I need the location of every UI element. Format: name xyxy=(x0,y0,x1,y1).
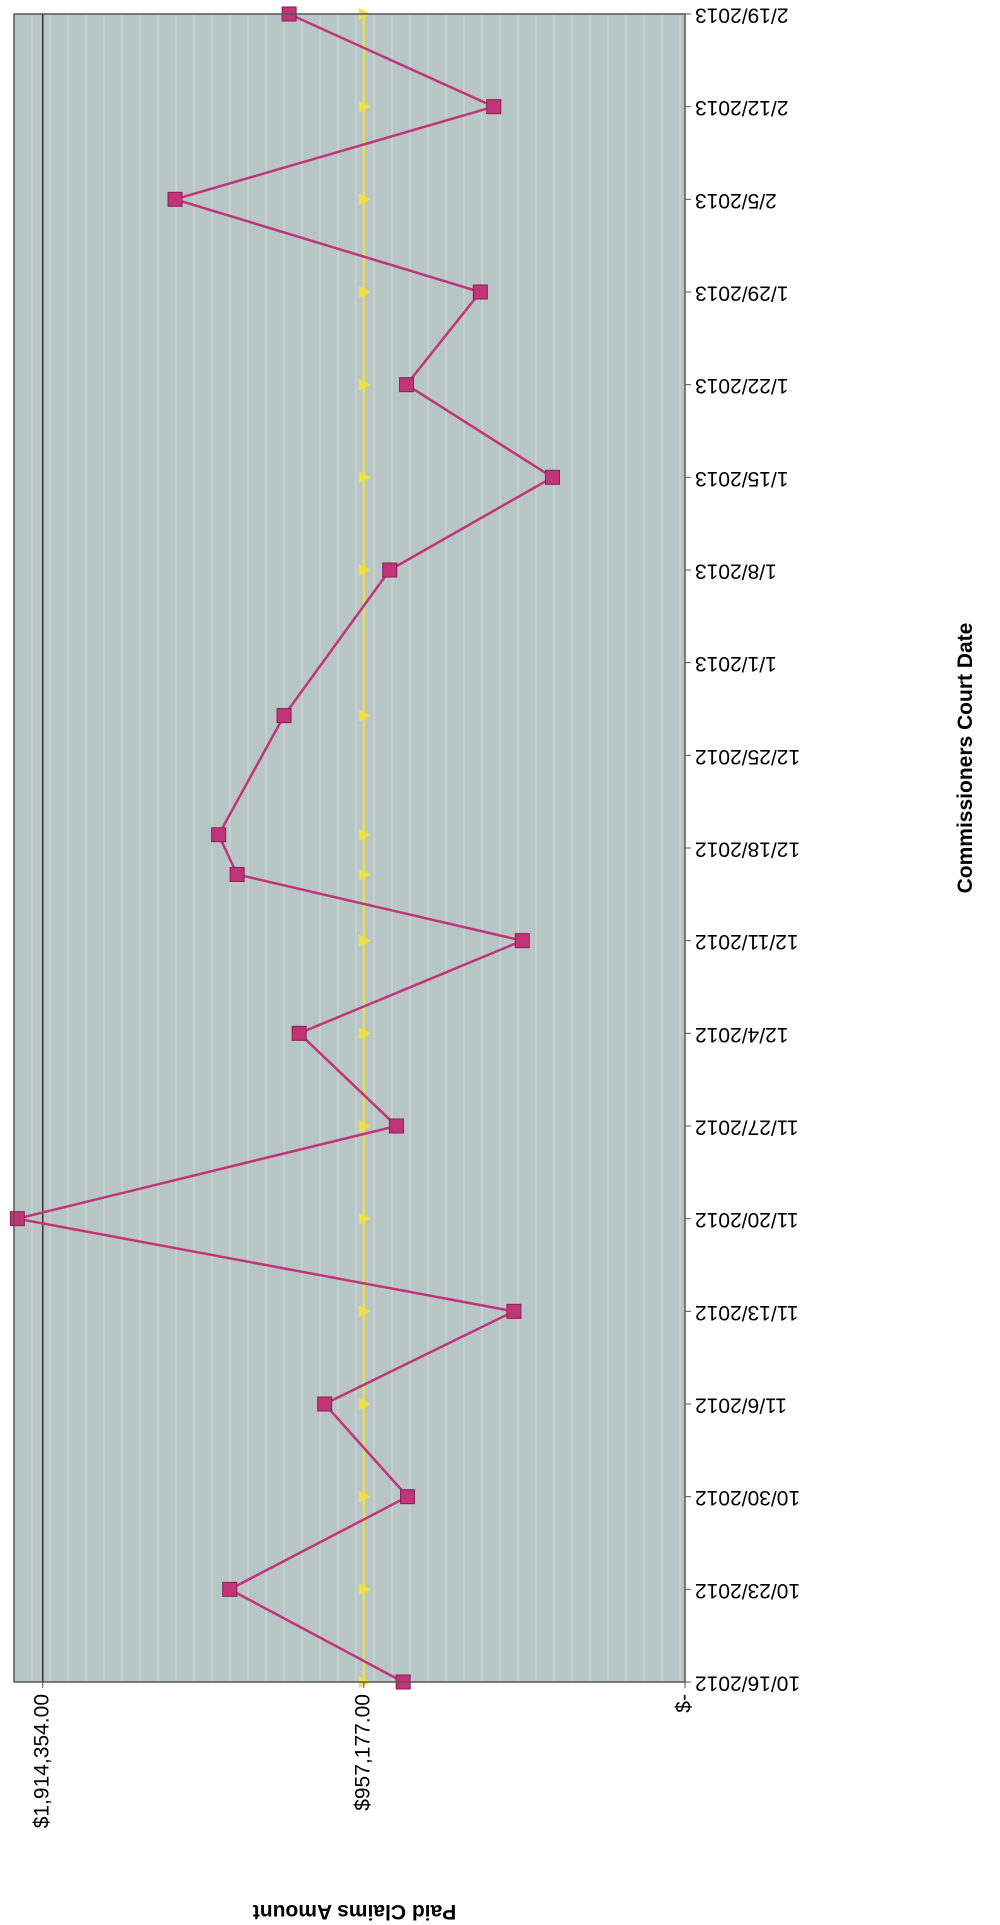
x-tick-label: 11/20/2012 xyxy=(695,1208,799,1231)
x-tick-label: 10/23/2012 xyxy=(695,1579,800,1602)
average-point xyxy=(358,286,371,298)
y-tick-label: $1,914,354.00 xyxy=(30,1694,53,1828)
average-point xyxy=(358,1305,371,1318)
x-tick-label: 1/22/2013 xyxy=(695,374,788,397)
paid-claims-point xyxy=(472,284,488,300)
average-point xyxy=(358,934,371,947)
x-tick-label: 1/1/2013 xyxy=(695,652,777,675)
y-tick-label: $957,177.00 xyxy=(351,1694,374,1811)
paid-claims-point xyxy=(167,191,183,207)
x-tick-label: 11/13/2012 xyxy=(695,1301,799,1324)
x-tick-label: 12/25/2012 xyxy=(695,745,800,768)
average-point xyxy=(358,1490,371,1503)
paid-claims-point xyxy=(514,933,530,949)
paid-claims-point xyxy=(317,1396,333,1412)
x-tick-label: 12/11/2012 xyxy=(695,930,799,953)
average-point xyxy=(358,100,371,113)
paid-claims-point xyxy=(544,469,560,485)
paid-claims-point xyxy=(388,1118,404,1134)
average-point xyxy=(358,868,371,881)
plot-area xyxy=(14,14,685,1682)
x-tick-label: 1/15/2013 xyxy=(695,467,788,490)
x-tick-label: 10/30/2012 xyxy=(695,1486,800,1509)
average-point xyxy=(358,471,371,484)
average-point xyxy=(358,193,371,206)
paid-claims-point xyxy=(400,1489,416,1505)
y-tick-label: $- xyxy=(673,1694,696,1713)
average-point xyxy=(358,709,371,722)
paid-claims-point xyxy=(291,1025,307,1041)
x-tick-label: 1/8/2013 xyxy=(695,559,777,582)
paid-claims-point xyxy=(382,562,398,578)
average-point xyxy=(358,1212,371,1225)
paid-claims-point xyxy=(222,1581,238,1597)
x-tick-labels: 10/16/2012 10/23/2012 10/30/2012 11/6/2012 1… xyxy=(685,3,800,1694)
x-tick-label: 10/16/2012 xyxy=(695,1671,800,1694)
x-tick-label: 11/27/2012 xyxy=(695,1115,799,1138)
paid-claims-point xyxy=(229,866,245,882)
average-point xyxy=(358,1583,371,1596)
paid-claims-point xyxy=(506,1303,522,1319)
y-axis-title: Paid Claims Amount xyxy=(253,1900,456,1923)
x-tick-label: 2/5/2013 xyxy=(695,189,777,212)
x-tick-label: 2/12/2013 xyxy=(695,96,788,119)
paid-claims-point xyxy=(486,99,502,115)
paid-claims-point xyxy=(276,708,292,724)
x-tick-label: 12/18/2012 xyxy=(695,837,800,860)
x-tick-label: 11/6/2012 xyxy=(695,1393,787,1416)
average-point xyxy=(358,1027,371,1040)
x-axis-title: Commissioners Court Date xyxy=(954,623,977,894)
paid-claims-point xyxy=(9,1211,25,1227)
y-tick-labels: $- $957,177.00 $1,914,354.00 xyxy=(30,1682,696,1828)
paid-claims-point xyxy=(211,827,227,843)
average-point xyxy=(358,1398,371,1410)
x-tick-label: 2/19/2013 xyxy=(695,3,788,26)
average-point xyxy=(358,564,371,576)
x-tick-label: 1/29/2013 xyxy=(695,281,788,304)
paid-claims-point xyxy=(399,377,415,393)
x-tick-label: 12/4/2012 xyxy=(695,1023,788,1046)
average-point xyxy=(358,1120,371,1132)
average-point xyxy=(358,828,371,841)
average-point xyxy=(358,378,371,391)
